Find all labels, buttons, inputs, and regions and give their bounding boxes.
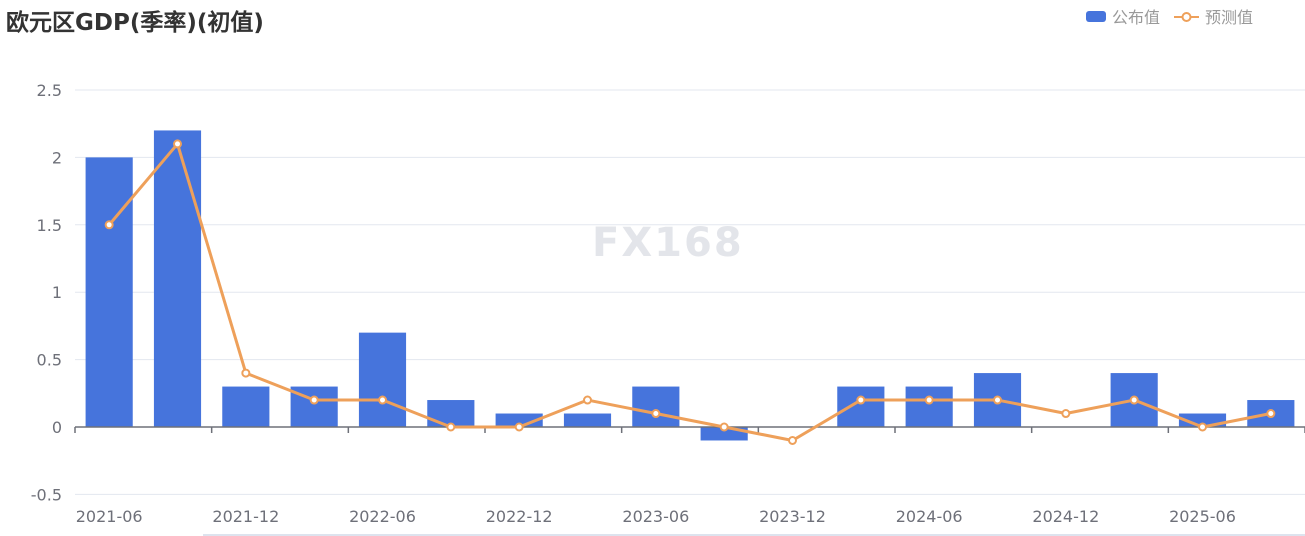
bar-published[interactable] bbox=[905, 386, 953, 427]
y-tick-label: 1 bbox=[52, 283, 62, 302]
watermark: FX168 bbox=[592, 220, 744, 266]
x-tick-label: 2021-12 bbox=[212, 507, 279, 526]
forecast-point[interactable] bbox=[446, 422, 456, 432]
y-tick-label: -0.5 bbox=[31, 485, 62, 504]
y-tick-label: 2 bbox=[52, 148, 62, 167]
forecast-point[interactable] bbox=[514, 422, 524, 432]
x-tick-label: 2023-06 bbox=[622, 507, 689, 526]
forecast-point[interactable] bbox=[1129, 395, 1139, 405]
x-tick-label: 2021-06 bbox=[76, 507, 143, 526]
forecast-line bbox=[108, 142, 1272, 442]
forecast-point[interactable] bbox=[1266, 409, 1276, 419]
y-tick-label: 0.5 bbox=[37, 351, 62, 370]
line-swatch-icon bbox=[1173, 9, 1199, 23]
x-tick-label: 2022-06 bbox=[349, 507, 416, 526]
forecast-point[interactable] bbox=[719, 422, 729, 432]
forecast-point[interactable] bbox=[856, 395, 866, 405]
forecast-point[interactable] bbox=[583, 395, 592, 405]
forecast-point[interactable] bbox=[378, 395, 387, 405]
bar-published[interactable] bbox=[837, 386, 885, 427]
forecast-point[interactable] bbox=[241, 368, 251, 378]
forecast-point[interactable] bbox=[924, 395, 934, 405]
forecast-point[interactable] bbox=[651, 409, 661, 419]
forecast-point[interactable] bbox=[1198, 422, 1207, 432]
forecast-point[interactable] bbox=[104, 220, 114, 230]
legend-label-published: 公布值 bbox=[1111, 8, 1160, 27]
bar-published[interactable] bbox=[222, 386, 270, 427]
bar-swatch-icon bbox=[1085, 10, 1106, 22]
forecast-point[interactable] bbox=[1061, 409, 1071, 419]
legend-item-published[interactable]: 公布值 bbox=[1085, 4, 1160, 28]
y-tick-label: 0 bbox=[52, 418, 62, 437]
bar-published[interactable] bbox=[563, 413, 612, 427]
forecast-point[interactable] bbox=[788, 435, 797, 445]
legend-label-forecast: 预测值 bbox=[1204, 8, 1253, 27]
forecast-point[interactable] bbox=[309, 395, 319, 405]
x-tick-label: 2022-12 bbox=[486, 507, 553, 526]
y-tick-label: 2.5 bbox=[37, 81, 62, 100]
forecast-point[interactable] bbox=[993, 395, 1002, 405]
x-tick-label: 2023-12 bbox=[759, 507, 826, 526]
chart-title: 欧元区GDP(季率)(初值) bbox=[6, 10, 264, 36]
bar-published[interactable] bbox=[85, 157, 133, 427]
legend-item-forecast[interactable]: 预测值 bbox=[1173, 4, 1253, 28]
y-tick-label: 1.5 bbox=[37, 216, 62, 235]
bar-published[interactable] bbox=[632, 386, 680, 427]
x-tick-label: 2025-06 bbox=[1169, 507, 1236, 526]
bar-published[interactable] bbox=[358, 332, 407, 427]
x-tick-label: 2024-06 bbox=[896, 507, 963, 526]
x-tick-label: 2024-12 bbox=[1032, 507, 1099, 526]
forecast-point[interactable] bbox=[173, 139, 182, 149]
bar-published[interactable] bbox=[153, 130, 202, 427]
chart-legend: 公布值 预测值 bbox=[1072, 4, 1253, 28]
